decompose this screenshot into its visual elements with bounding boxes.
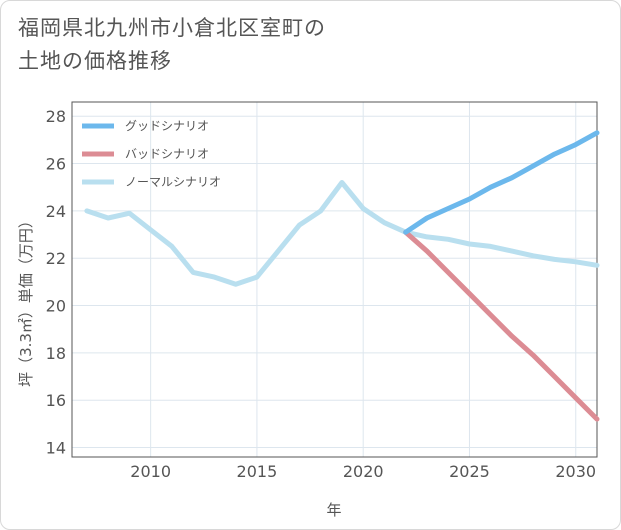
- grid-lines: [72, 102, 597, 457]
- y-tick-label: 20: [46, 297, 66, 316]
- chart-title-line-1: 福岡県北九州市小倉北区室町の: [18, 16, 326, 40]
- legend-label: バッドシナリオ: [125, 147, 209, 161]
- x-tick-label: 2015: [237, 462, 278, 481]
- legend-label: グッドシナリオ: [125, 119, 209, 133]
- x-tick-label: 2010: [130, 462, 171, 481]
- y-tick-label: 16: [46, 391, 66, 410]
- y-tick-label: 18: [46, 344, 66, 363]
- legend-item-good: グッドシナリオ: [82, 119, 209, 133]
- normal-scenario-line: [84, 180, 600, 287]
- x-axis-label: 年: [326, 501, 341, 519]
- y-tick-label: 28: [46, 107, 66, 126]
- legend-item-bad: バッドシナリオ: [82, 147, 209, 161]
- y-axis-ticks: 14 16 18 20 22 24 26 28: [46, 107, 66, 457]
- y-axis-label: 坪（3.3㎡）単価（万円）: [17, 213, 35, 387]
- series-lines: [84, 130, 600, 422]
- y-tick-label: 14: [46, 439, 66, 458]
- x-axis-ticks: 2010 2015 2020 2025 2030: [130, 462, 596, 481]
- plot-area-border: [71, 101, 598, 458]
- bad-scenario-line: [403, 229, 600, 422]
- y-tick-label: 22: [46, 249, 66, 268]
- y-tick-label: 24: [46, 202, 66, 221]
- x-tick-label: 2020: [343, 462, 384, 481]
- legend-label: ノーマルシナリオ: [125, 175, 221, 189]
- x-tick-label: 2030: [555, 462, 596, 481]
- x-tick-label: 2025: [449, 462, 490, 481]
- chart-title-line-2: 土地の価格推移: [18, 49, 172, 73]
- good-scenario-line: [403, 130, 600, 235]
- y-tick-label: 26: [46, 155, 66, 174]
- chart-title: 福岡県北九州市小倉北区室町の 土地の価格推移: [18, 12, 608, 78]
- legend-item-normal: ノーマルシナリオ: [82, 175, 221, 189]
